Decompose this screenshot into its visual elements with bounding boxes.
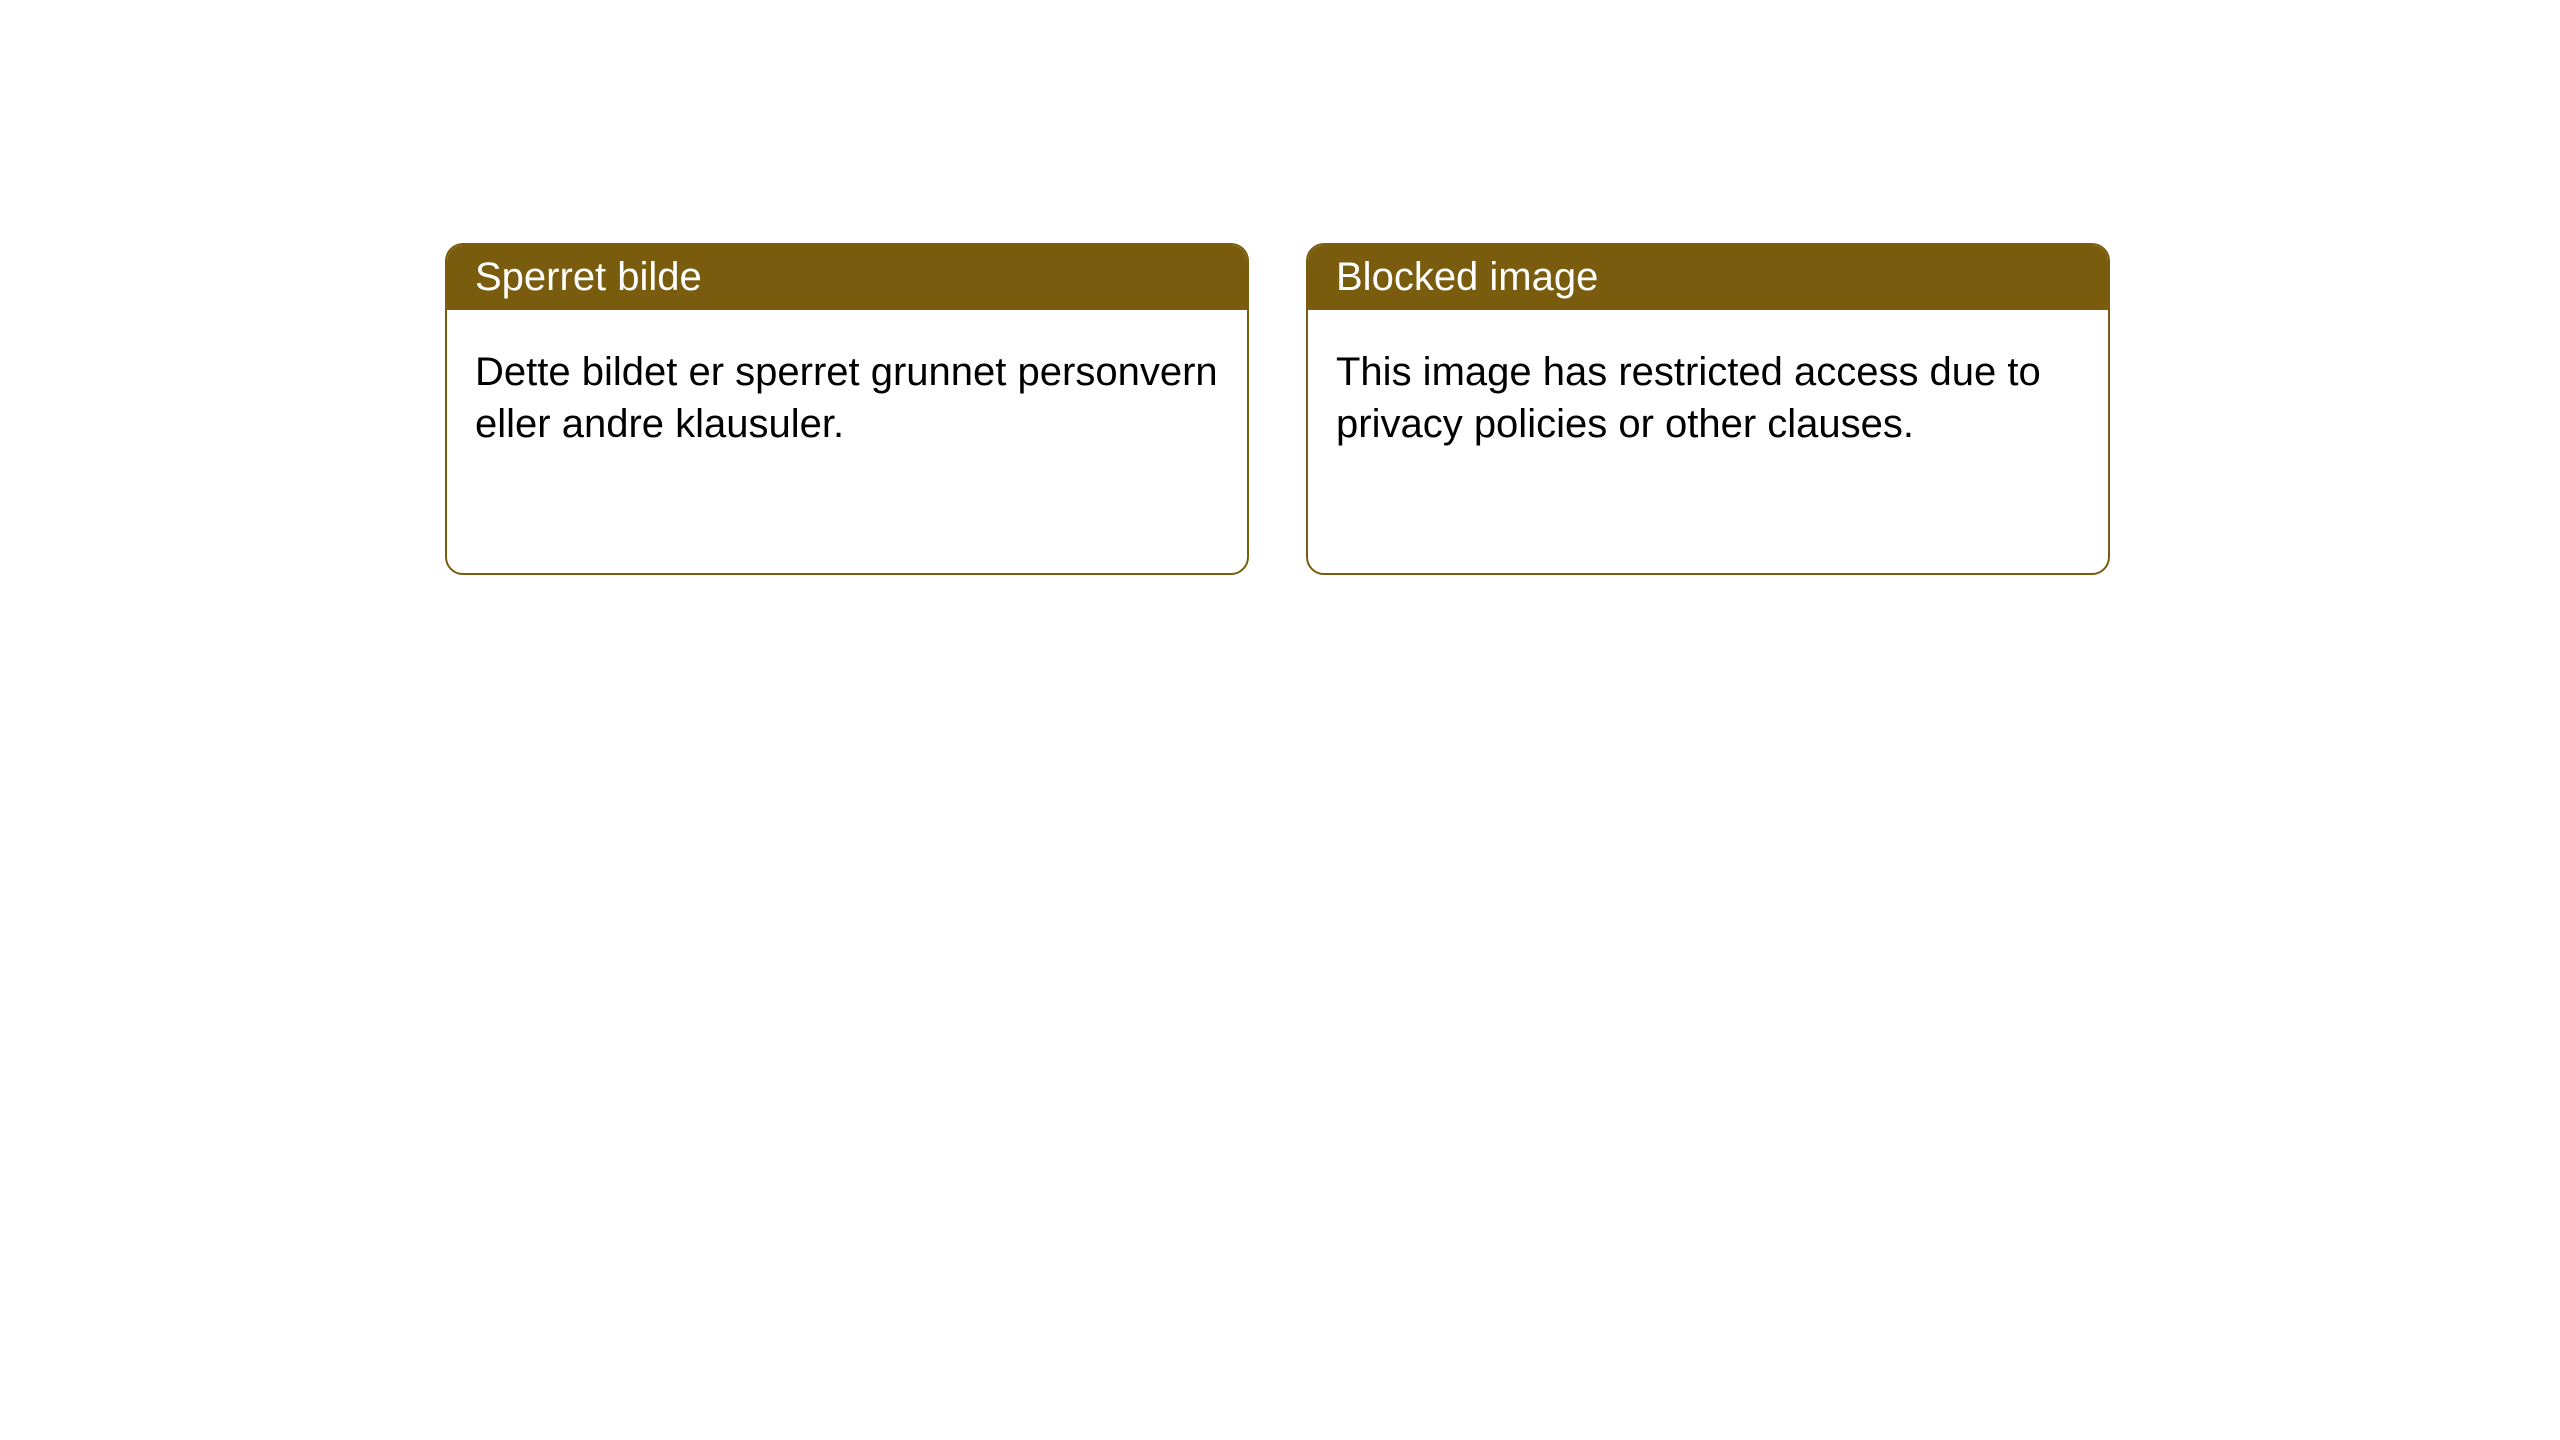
notice-title-norwegian: Sperret bilde (475, 255, 702, 299)
notice-body-english: This image has restricted access due to … (1308, 310, 2108, 486)
notice-body-norwegian: Dette bildet er sperret grunnet personve… (447, 310, 1247, 486)
notice-header-english: Blocked image (1308, 245, 2108, 310)
notice-card-norwegian: Sperret bilde Dette bildet er sperret gr… (445, 243, 1249, 575)
notice-header-norwegian: Sperret bilde (447, 245, 1247, 310)
notice-text-english: This image has restricted access due to … (1336, 350, 2041, 446)
notice-card-english: Blocked image This image has restricted … (1306, 243, 2110, 575)
notice-container: Sperret bilde Dette bildet er sperret gr… (445, 243, 2110, 575)
notice-text-norwegian: Dette bildet er sperret grunnet personve… (475, 350, 1218, 446)
notice-title-english: Blocked image (1336, 255, 1598, 299)
